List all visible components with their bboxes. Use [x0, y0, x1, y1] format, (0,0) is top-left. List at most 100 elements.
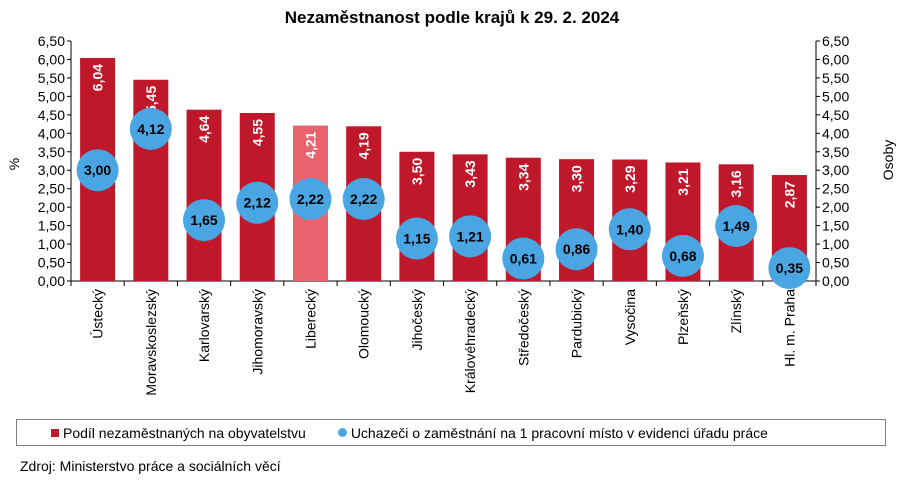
legend-circle-icon: [337, 428, 347, 437]
dot: [289, 178, 332, 221]
dot: [449, 215, 492, 258]
source-note: Zdroj: Ministerstvo práce a sociálních v…: [20, 458, 281, 474]
category-label: Olomoucký: [356, 289, 372, 359]
legend-item-dots: Uchazeči o zaměstnání na 1 pracovní míst…: [337, 424, 768, 441]
y2-tick-label: 0,00: [822, 273, 849, 289]
chart-title: Nezaměstnanost podle krajů k 29. 2. 2024: [285, 8, 620, 27]
bar-value-label: 3,16: [728, 170, 744, 197]
y-tick-label: 2,50: [38, 181, 65, 197]
legend-label-bars: Podíl nezaměstnaných na obyvatelstvu: [63, 424, 306, 441]
dot-value-label: 1,65: [190, 212, 217, 228]
category-label: Zlínský: [728, 289, 744, 333]
legend: Podíl nezaměstnaných na obyvatelstvu Uch…: [16, 419, 886, 446]
y-tick-label: 3,00: [38, 162, 65, 178]
bar-value-label: 4,55: [249, 119, 265, 146]
y2-tick-label: 4,00: [822, 125, 849, 141]
y-tick-label: 5,50: [38, 70, 65, 86]
dots: 3,00 4,12 1,65 2,12 2,22 2,22 1,15 1,21 0,61 0,86…: [76, 107, 811, 290]
dot-value-label: 1,15: [403, 231, 430, 247]
y2-tick-label: 2,50: [822, 181, 849, 197]
dot: [183, 199, 226, 242]
dot: [502, 237, 545, 280]
y-tick-label: 4,00: [38, 125, 65, 141]
bar-value-label: 3,21: [675, 168, 691, 195]
bar-value-label: 3,30: [569, 165, 585, 192]
bar-value-label: 4,64: [196, 115, 212, 142]
bar-value-label: 4,19: [356, 132, 372, 159]
y-tick-label: 5,00: [38, 88, 65, 104]
dot: [768, 247, 811, 290]
y-tick-label: 0,50: [38, 255, 65, 271]
dot-value-label: 2,22: [350, 191, 377, 207]
dot-value-label: 4,12: [137, 121, 164, 137]
y2-axis-label: Osoby: [880, 140, 896, 180]
dot-value-label: 3,00: [84, 162, 111, 178]
category-label: Královéhradecký: [462, 289, 478, 393]
y2-tick-label: 3,50: [822, 144, 849, 160]
y-tick-label: 4,50: [38, 107, 65, 123]
axes: 0,00 0,00 0,50 0,50 1,00 1,00 1,50 1,50 2,00 2,00…: [38, 33, 850, 289]
category-labels: Ústecký Moravskoslezský Karlovarský Jihomor…: [90, 289, 798, 396]
y2-tick-label: 6,00: [822, 51, 849, 67]
dot-value-label: 0,61: [510, 250, 537, 266]
legend-square-icon: [51, 428, 59, 437]
bar-value-label: 2,87: [781, 181, 797, 208]
category-label: Pardubický: [569, 289, 585, 358]
dot-value-label: 0,68: [669, 248, 696, 264]
y-tick-label: 6,50: [38, 33, 65, 49]
category-label: Vysočina: [622, 289, 638, 346]
category-label: Jihočeský: [409, 289, 425, 350]
bar-value-label: 6,04: [90, 64, 106, 91]
category-label: Plzeňský: [675, 289, 691, 345]
y-tick-label: 1,50: [38, 218, 65, 234]
y2-tick-label: 4,50: [822, 107, 849, 123]
y-tick-label: 3,50: [38, 144, 65, 160]
y2-tick-label: 1,50: [822, 218, 849, 234]
dot-value-label: 1,21: [456, 228, 483, 244]
dot: [236, 181, 279, 224]
y2-tick-label: 1,00: [822, 236, 849, 252]
category-label: Středočeský: [515, 289, 531, 366]
y-tick-label: 2,00: [38, 199, 65, 215]
y-tick-label: 6,00: [38, 51, 65, 67]
y2-tick-label: 2,00: [822, 199, 849, 215]
category-label: Hl. m. Praha: [781, 289, 797, 367]
dot-value-label: 1,49: [723, 218, 750, 234]
bar-value-label: 3,34: [515, 163, 531, 190]
y2-tick-label: 5,50: [822, 70, 849, 86]
dot: [129, 107, 172, 150]
dot-value-label: 0,35: [776, 260, 803, 276]
bar-value-label: 4,21: [302, 131, 318, 158]
bar-value-label: 5,45: [143, 86, 159, 113]
y2-tick-label: 5,00: [822, 88, 849, 104]
bar-labels: 6,04 5,45 4,64 4,55 4,21 4,19 3,50 3,43 3,34 3,30…: [90, 64, 798, 209]
y-tick-label: 1,00: [38, 236, 65, 252]
dot: [555, 228, 598, 271]
bar-value-label: 3,29: [622, 165, 638, 192]
category-label: Karlovarský: [196, 289, 212, 362]
bar: [186, 109, 222, 281]
dot-value-label: 2,22: [297, 191, 324, 207]
category-label: Ústecký: [90, 289, 106, 339]
dot: [342, 178, 385, 221]
dot: [661, 234, 704, 277]
dot-value-label: 2,12: [244, 195, 271, 211]
category-label: Moravskoslezský: [143, 289, 159, 396]
dot: [608, 208, 651, 251]
y2-tick-label: 0,50: [822, 255, 849, 271]
category-label: Liberecký: [302, 289, 318, 349]
y2-tick-label: 6,50: [822, 33, 849, 49]
bar-value-label: 3,43: [462, 160, 478, 187]
y-tick-label: 0,00: [38, 273, 65, 289]
dot-value-label: 0,86: [563, 241, 590, 257]
dot: [715, 204, 758, 247]
y-axis-label: %: [6, 158, 22, 170]
dot-value-label: 1,40: [616, 221, 643, 237]
dot: [76, 149, 119, 192]
category-label: Jihomoravský: [249, 289, 265, 375]
bar-value-label: 3,50: [409, 158, 425, 185]
legend-item-bars: Podíl nezaměstnaných na obyvatelstvu: [51, 425, 306, 441]
legend-label-dots: Uchazeči o zaměstnání na 1 pracovní míst…: [350, 424, 768, 441]
y2-tick-label: 3,00: [822, 162, 849, 178]
